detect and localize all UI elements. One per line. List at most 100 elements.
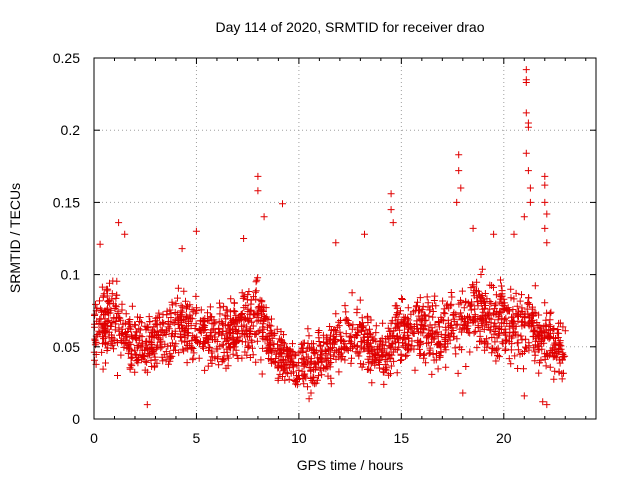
data-point [200,344,207,352]
data-point [512,322,520,330]
data-point [204,362,212,370]
data-point [303,353,311,361]
data-point [522,79,530,86]
data-point [376,364,383,372]
data-point [429,313,437,321]
data-point [318,346,326,354]
data-point [508,317,515,325]
data-point [111,326,119,334]
data-point [293,381,301,389]
data-point [531,327,538,335]
data-point [206,303,214,311]
data-point [510,295,518,303]
data-point [377,337,385,345]
data-point [150,334,158,342]
data-point [539,398,547,406]
data-point [347,340,355,347]
data-point [556,319,564,327]
data-point [332,239,340,247]
data-point [438,316,446,324]
data-point [192,292,200,300]
data-point [189,356,197,364]
data-point [514,365,522,372]
data-point [104,322,112,330]
data-point [413,302,421,310]
data-point [285,375,293,383]
data-point [542,328,550,336]
data-point [332,310,340,318]
data-point [389,348,397,356]
data-point [222,306,230,314]
data-point [466,348,474,356]
data-point [372,322,380,330]
data-point [219,320,226,328]
data-point [534,323,542,331]
data-point [429,308,437,315]
data-point [327,345,335,353]
data-point [457,296,464,304]
data-point [498,338,506,346]
data-point [208,313,216,321]
data-point [554,334,562,341]
data-point [148,344,156,351]
data-point [543,309,551,317]
data-point [503,320,511,327]
data-point [525,294,533,302]
data-point [317,342,325,350]
data-point [491,302,499,310]
data-point [124,349,132,357]
data-point [151,317,159,325]
data-point [541,224,549,232]
data-point [318,371,326,379]
data-point [208,349,216,357]
data-point [279,339,287,346]
data-point [241,348,249,356]
data-point [405,320,413,328]
data-point [508,340,516,348]
data-point [335,322,343,330]
data-point [376,338,384,346]
data-point [385,371,393,379]
data-point [410,330,418,337]
data-point [105,297,113,304]
data-point [511,352,519,360]
data-point [521,321,529,329]
data-point [488,349,496,357]
data-point [181,327,189,334]
data-point [541,172,549,180]
data-point [226,326,234,334]
data-point [128,353,136,361]
data-point [126,345,134,353]
data-point [417,316,425,324]
data-point [423,339,431,347]
data-point [254,172,262,180]
data-point [457,309,465,317]
data-point [262,314,270,322]
data-point [440,343,448,351]
data-point [193,304,200,312]
data-point [227,315,235,323]
data-point [455,167,463,175]
data-point [255,303,263,310]
data-point [528,318,535,326]
data-point [422,359,430,367]
data-point [324,372,332,380]
data-point [518,350,526,357]
data-point [510,230,518,238]
x-tick-label: 15 [394,430,410,446]
data-point [281,376,289,384]
data-point [370,335,378,343]
data-point [477,319,485,327]
data-point [387,190,395,198]
data-point [201,366,209,374]
data-point [518,308,526,316]
data-point [180,287,188,295]
data-point [135,318,143,325]
data-point [112,303,120,311]
data-point [429,330,437,338]
data-point [431,321,439,329]
data-point [238,289,246,297]
data-point [332,355,340,363]
data-point [378,346,386,354]
data-point [561,352,569,360]
